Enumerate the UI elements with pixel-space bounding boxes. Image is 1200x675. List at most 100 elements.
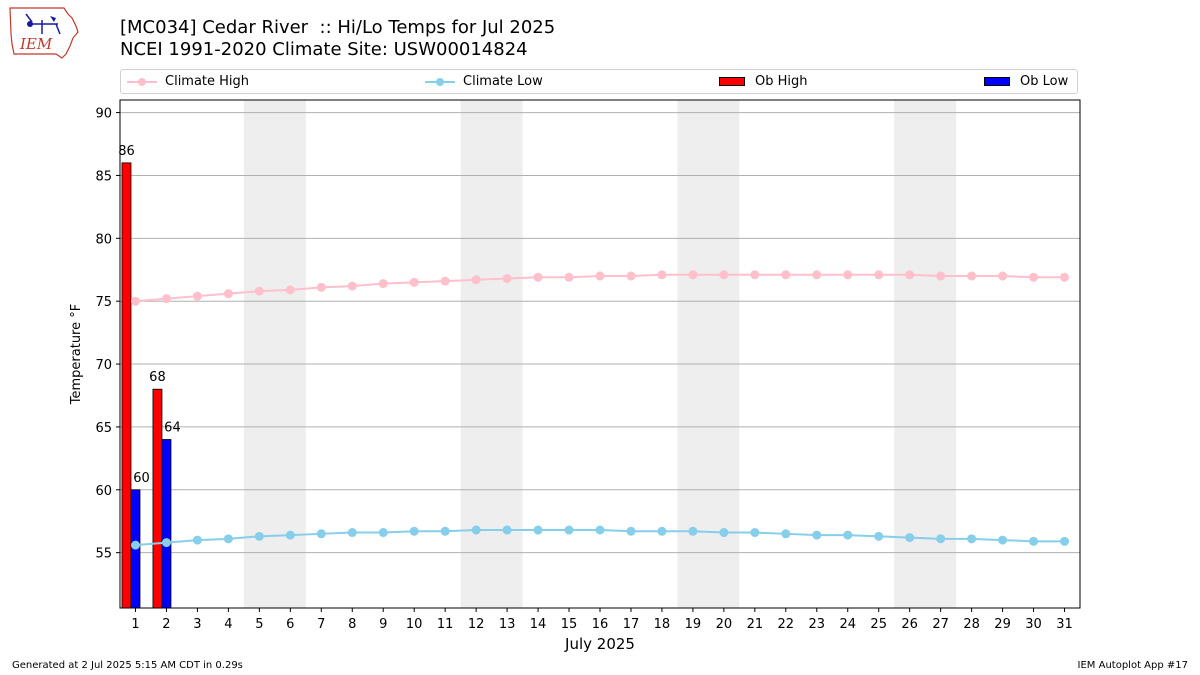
climate-low-point: [936, 534, 946, 544]
x-tick-label: 3: [193, 617, 201, 632]
climate-high-point: [223, 289, 233, 299]
climate-low-point: [254, 531, 264, 541]
climate-high-point: [626, 271, 636, 281]
climate-high-point: [967, 271, 977, 281]
legend-item-climate-low: Climate Low: [425, 74, 543, 90]
climate-low-point: [1029, 536, 1039, 546]
x-tick-label: 31: [1056, 617, 1073, 632]
climate-high-point: [719, 270, 729, 280]
climate-low-point: [161, 538, 171, 548]
climate-high-point: [936, 271, 946, 281]
footer-app: IEM Autoplot App #17: [1077, 660, 1188, 671]
y-tick-label: 60: [95, 484, 112, 499]
x-tick-label: 21: [747, 617, 764, 632]
legend-label: Ob High: [755, 74, 808, 89]
ob-low-bar: [161, 439, 172, 608]
climate-high-point: [750, 270, 760, 280]
x-tick-label: 14: [530, 617, 547, 632]
climate-high-point: [130, 296, 140, 306]
climate-high-point: [378, 279, 388, 289]
ob-low-swatch-icon: [984, 77, 1010, 86]
x-tick-label: 22: [778, 617, 795, 632]
climate-low-point: [502, 525, 512, 535]
ob-high-value-label: 86: [118, 144, 135, 159]
legend-item-ob-low: Ob Low: [984, 74, 1068, 90]
climate-high-point: [657, 270, 667, 280]
climate-high-point: [192, 291, 202, 301]
climate-low-point: [812, 530, 822, 540]
climate-high-point: [688, 270, 698, 280]
legend: Climate High Climate Low Ob High Ob Low: [120, 69, 1078, 94]
iem-logo: IEM: [9, 7, 79, 59]
legend-item-climate-high: Climate High: [127, 74, 249, 90]
legend-item-ob-high: Ob High: [719, 74, 808, 90]
x-tick-label: 13: [499, 617, 516, 632]
y-tick-label: 55: [95, 547, 112, 562]
x-tick-label: 29: [994, 617, 1011, 632]
climate-low-point: [347, 528, 357, 538]
logo-text: IEM: [19, 35, 53, 53]
climate-low-point: [843, 530, 853, 540]
climate-low-point: [998, 535, 1008, 545]
climate-high-point: [502, 274, 512, 284]
weekend-shade: [677, 100, 740, 608]
climate-high-point: [564, 272, 574, 282]
x-tick-label: 19: [685, 617, 702, 632]
climate-high-point: [254, 286, 264, 296]
y-tick-label: 65: [95, 421, 112, 436]
climate-high-point: [440, 276, 450, 286]
x-tick-label: 10: [406, 617, 423, 632]
climate-low-point: [595, 525, 605, 535]
x-tick-label: 24: [839, 617, 856, 632]
climate-low-point: [874, 531, 884, 541]
x-tick-label: 28: [963, 617, 980, 632]
x-tick-label: 12: [468, 617, 485, 632]
climate-high-point: [161, 294, 171, 304]
climate-low-point: [471, 525, 481, 535]
x-tick-label: 27: [932, 617, 949, 632]
climate-high-point: [347, 281, 357, 291]
climate-high-line-icon: [127, 74, 157, 90]
weekend-shade: [243, 100, 306, 608]
climate-high-point: [905, 270, 915, 280]
x-tick-label: 23: [809, 617, 826, 632]
x-tick-label: 1: [131, 617, 139, 632]
climate-low-point: [750, 528, 760, 538]
x-tick-label: 17: [623, 617, 640, 632]
ob-high-value-label: 68: [149, 370, 166, 385]
x-tick-label: 26: [901, 617, 918, 632]
ob-low-value-label: 60: [133, 471, 150, 486]
climate-high-point: [471, 275, 481, 285]
footer-generated: Generated at 2 Jul 2025 5:15 AM CDT in 0…: [12, 660, 243, 671]
x-tick-label: 30: [1025, 617, 1042, 632]
climate-low-point: [409, 526, 419, 536]
climate-low-point: [719, 528, 729, 538]
climate-low-point: [440, 526, 450, 536]
climate-low-point: [223, 534, 233, 544]
ob-high-bar: [152, 388, 163, 608]
y-axis-label: Temperature °F: [69, 304, 84, 405]
legend-label: Climate Low: [463, 74, 543, 89]
ob-high-swatch-icon: [719, 77, 745, 86]
climate-low-point: [285, 530, 295, 540]
x-tick-label: 9: [379, 617, 387, 632]
ob-low-value-label: 64: [164, 421, 181, 436]
chart-title: [MC034] Cedar River :: Hi/Lo Temps for J…: [120, 17, 556, 38]
ob-high-bar: [121, 162, 132, 608]
climate-low-point: [781, 529, 791, 539]
x-tick-label: 4: [224, 617, 232, 632]
climate-low-point: [378, 528, 388, 538]
climate-low-point: [657, 526, 667, 536]
climate-high-point: [285, 285, 295, 295]
climate-low-point: [316, 529, 326, 539]
x-tick-label: 2: [162, 617, 170, 632]
x-tick-label: 7: [317, 617, 325, 632]
climate-low-point: [192, 535, 202, 545]
y-tick-label: 80: [95, 232, 112, 247]
x-tick-label: 5: [255, 617, 263, 632]
x-tick-label: 11: [437, 617, 454, 632]
climate-high-point: [409, 277, 419, 287]
y-tick-label: 90: [95, 107, 112, 122]
weekend-shade: [460, 100, 523, 608]
climate-high-point: [1029, 272, 1039, 282]
